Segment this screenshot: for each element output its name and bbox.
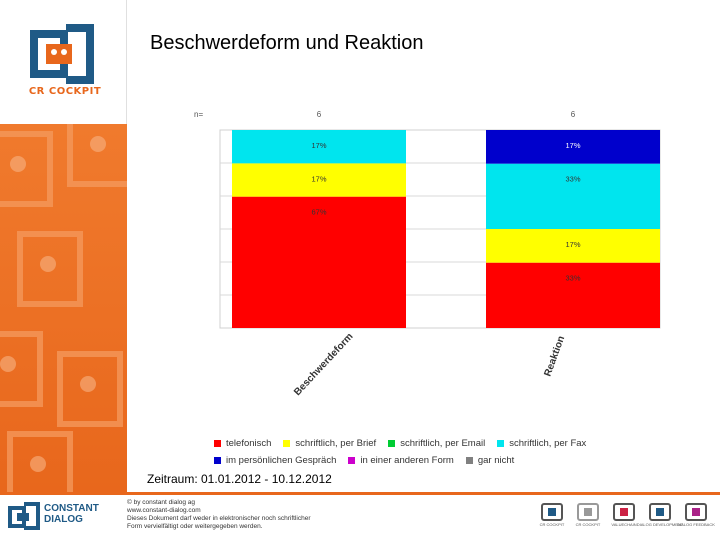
product-badge: CR COCKPIT — [574, 503, 602, 531]
bar-segment — [232, 130, 406, 164]
legend-item: schriftlich, per Email — [388, 438, 485, 449]
legend-swatch — [497, 440, 505, 447]
legend-item: telefonisch — [214, 438, 271, 449]
legend-swatch — [348, 457, 356, 464]
legend-label: schriftlich, per Fax — [509, 438, 587, 449]
bar-data-label: 67% — [311, 208, 326, 217]
product-badge-label: CR COCKPIT — [539, 522, 565, 527]
bar-segment — [232, 163, 406, 197]
legend-swatch — [283, 440, 291, 447]
legend-row: im persönlichen Gespräch in einer anderen… — [214, 455, 614, 466]
product-badge-icon — [577, 503, 599, 521]
footer-brand: CONSTANT DIALOG — [44, 503, 99, 525]
sidebar-logo-area: CR COCKPIT — [0, 0, 127, 124]
bar-segment — [486, 130, 660, 164]
product-badge-label: CR COCKPIT — [575, 522, 601, 527]
legend-item: in einer anderen Form — [348, 455, 454, 466]
bar-segment — [486, 262, 660, 328]
date-range: Zeitraum: 01.01.2012 - 10.12.2012 — [147, 472, 332, 486]
logo-text: CR COCKPIT — [28, 86, 102, 97]
footer-info-line: © by constant dialog ag — [127, 499, 196, 506]
sidebar: CR COCKPIT — [0, 0, 127, 492]
chart-bars: 67% 17% 17% 33% 17% 33% 17% — [232, 130, 660, 328]
page-title: Beschwerdeform und Reaktion — [150, 32, 424, 54]
legend-swatch — [465, 457, 473, 464]
legend-swatch — [214, 457, 221, 464]
product-badge: CR COCKPIT — [538, 503, 566, 531]
n-label: n= — [194, 110, 203, 119]
product-badge-label: DIALOG FEEDBACK — [677, 522, 715, 527]
constant-dialog-logo-icon — [8, 502, 40, 530]
bar-segment — [486, 163, 660, 229]
legend-swatch — [388, 440, 396, 447]
category-label: Reaktion — [542, 335, 567, 378]
legend-label: in einer anderen Form — [360, 455, 454, 466]
footer-brand-line: CONSTANT — [44, 503, 99, 514]
footer: CONSTANT DIALOG © by constant dialog ag … — [0, 495, 720, 540]
bar-segment — [232, 196, 406, 328]
product-badge-icon — [613, 503, 635, 521]
category-label: Beschwerdeform — [292, 331, 355, 398]
bar-segment — [486, 229, 660, 263]
product-badge: DIALOG DEVELOPMENT — [637, 503, 683, 531]
stacked-bar-chart: n= 67% 17% 17% 33% 17% 33% 17% 6 Beschwerdeform… — [194, 110, 661, 398]
footer-brand-line: DIALOG — [44, 514, 83, 525]
product-badge-label: DIALOG DEVELOPMENT — [636, 522, 684, 527]
legend-row: telefonisch schriftlich, per Brief schrift… — [214, 438, 614, 449]
sidebar-pattern — [0, 124, 127, 492]
cr-cockpit-logo-icon — [30, 24, 94, 84]
n-value: 6 — [571, 110, 576, 119]
legend-label: im persönlichen Gespräch — [226, 455, 337, 466]
legend-item: schriftlich, per Fax — [497, 438, 586, 449]
product-badge-icon — [649, 503, 671, 521]
footer-badges: CR COCKPIT CR COCKPIT VALUECHAIN DIALOG DEV… — [538, 503, 715, 531]
product-badge-icon — [541, 503, 563, 521]
bar-data-label: 17% — [565, 240, 580, 249]
product-badge: VALUECHAIN — [610, 503, 638, 531]
legend-item: schriftlich, per Brief — [283, 438, 376, 449]
bar-data-label: 17% — [565, 141, 580, 150]
bar-data-label: 17% — [311, 141, 326, 150]
product-badge-label: VALUECHAIN — [611, 522, 637, 527]
legend-swatch — [214, 440, 221, 447]
legend-item: gar nicht — [465, 455, 515, 466]
legend-label: schriftlich, per Email — [400, 438, 486, 449]
bar-data-label: 33% — [565, 274, 580, 283]
legend-label: gar nicht — [477, 455, 515, 466]
bar-data-label: 33% — [565, 175, 580, 184]
footer-rule — [0, 492, 720, 495]
n-value: 6 — [317, 110, 322, 119]
footer-info-line: Form vervielfältigt oder weitergegeben w… — [127, 523, 263, 530]
legend-item: im persönlichen Gespräch — [214, 455, 336, 466]
product-badge: DIALOG FEEDBACK — [677, 503, 715, 531]
legend-label: telefonisch — [226, 438, 272, 449]
chart-legend: telefonisch schriftlich, per Brief schrift… — [214, 438, 614, 472]
footer-info: © by constant dialog ag www.constant-dia… — [127, 499, 311, 531]
bar-data-label: 17% — [311, 174, 326, 183]
product-badge-icon — [685, 503, 707, 521]
sidebar-watermark-pattern — [0, 124, 127, 492]
legend-label: schriftlich, per Brief — [295, 438, 377, 449]
footer-info-line: Dieses Dokument darf weder in elektronis… — [127, 515, 311, 522]
footer-info-line: www.constant-dialog.com — [127, 507, 201, 514]
